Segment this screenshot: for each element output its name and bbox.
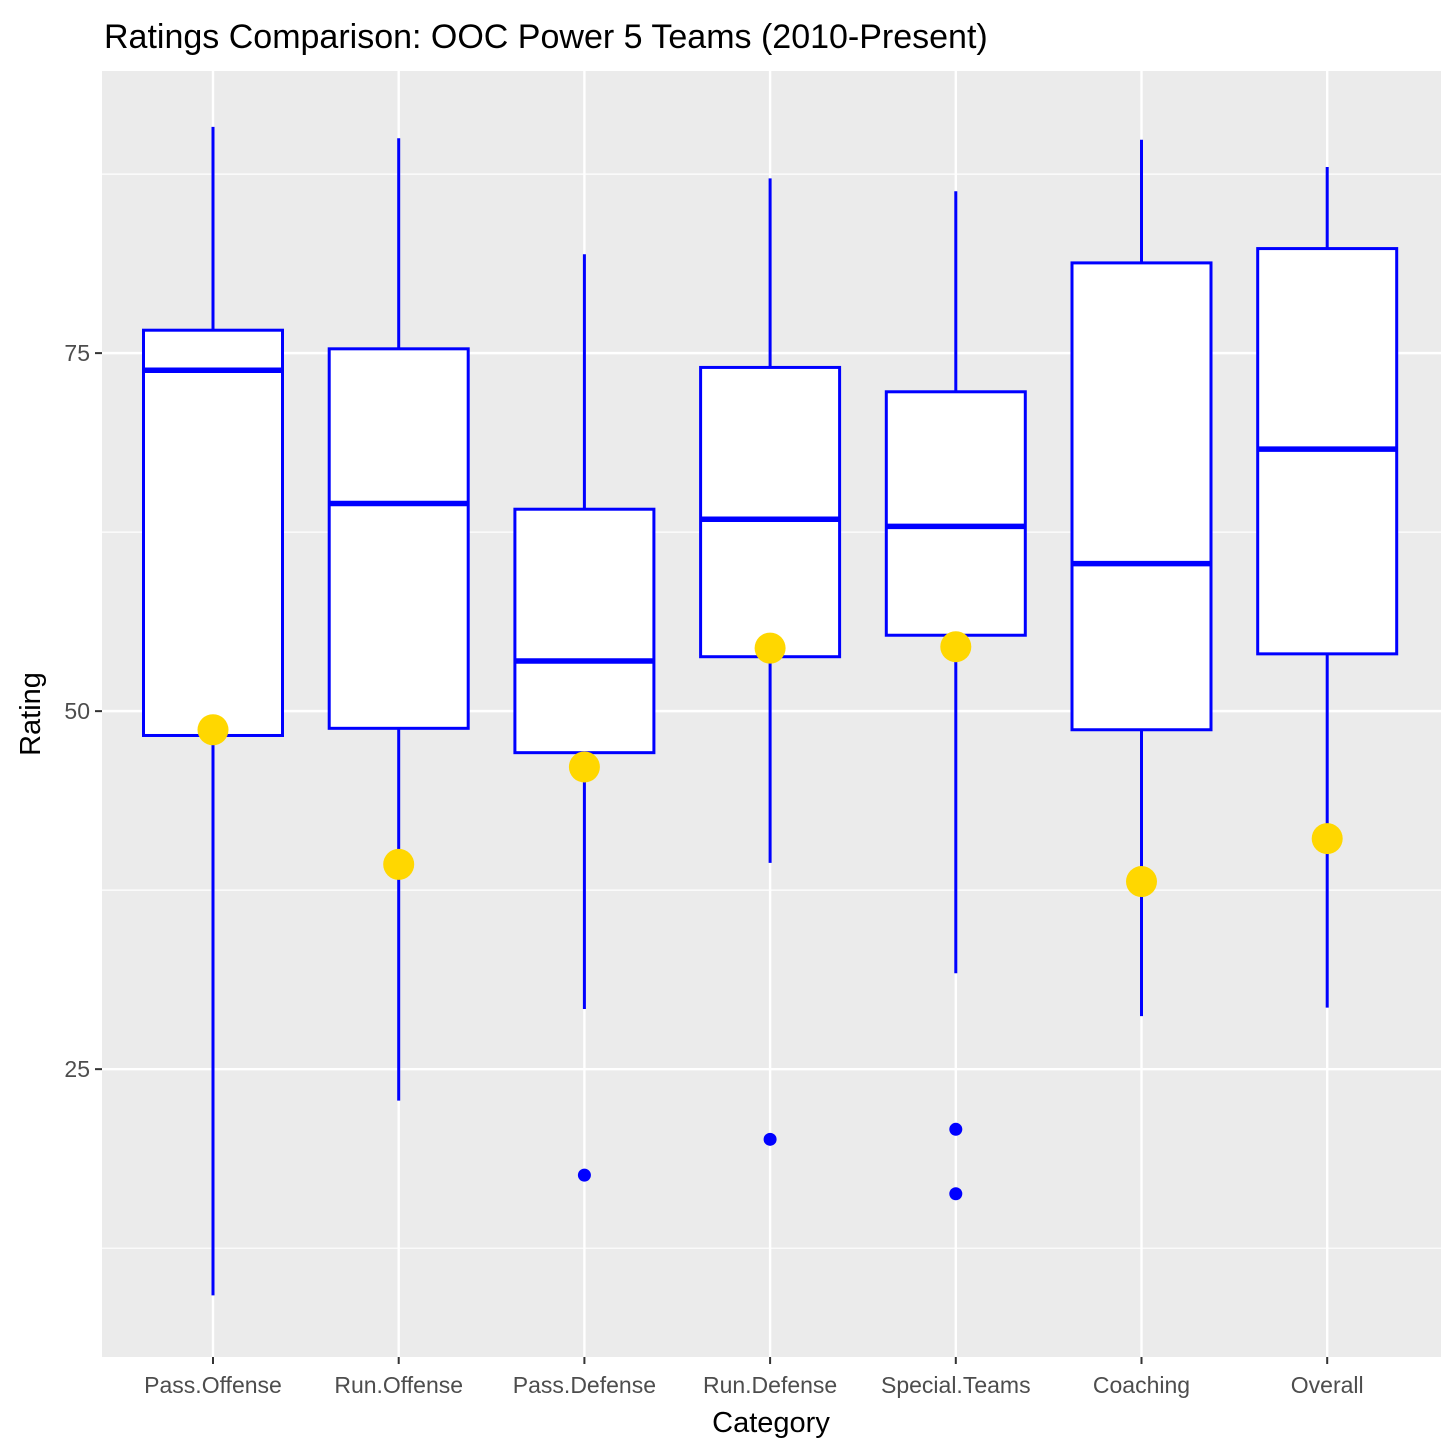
x-tick-label: Coaching xyxy=(1093,1372,1190,1398)
boxplot-coaching xyxy=(1070,139,1213,1017)
highlight-point xyxy=(1311,823,1343,855)
x-tick-label: Special.Teams xyxy=(881,1372,1031,1398)
highlight-point xyxy=(568,751,600,783)
x-axis-title: Category xyxy=(712,1407,830,1439)
x-tick-label: Pass.Offense xyxy=(144,1372,282,1398)
x-axis: Pass.Offense Run.Offense Pass.Defense Run.D… xyxy=(144,1357,1364,1398)
x-tick-label: Run.Offense xyxy=(334,1372,463,1398)
outlier-point xyxy=(577,1168,591,1182)
outlier-point xyxy=(949,1187,963,1201)
y-tick-label: 50 xyxy=(64,698,90,724)
x-tick-label: Run.Defense xyxy=(703,1372,837,1398)
box xyxy=(1070,261,1213,732)
y-axis-title: Rating xyxy=(15,672,47,756)
boxplot-run-offense xyxy=(327,138,470,1101)
highlight-point xyxy=(754,632,786,664)
box xyxy=(884,390,1027,637)
x-tick-label: Overall xyxy=(1291,1372,1364,1398)
box xyxy=(327,347,470,730)
box xyxy=(699,365,842,659)
y-axis: 25 50 75 xyxy=(64,340,102,1082)
y-tick-label: 75 xyxy=(64,340,90,366)
highlight-point xyxy=(940,631,972,663)
boxplot-overall xyxy=(1256,166,1399,1008)
boxplot-run-defense xyxy=(699,178,842,863)
box xyxy=(142,328,284,737)
highlight-point xyxy=(383,848,415,880)
outliers xyxy=(577,1122,963,1201)
y-tick-label: 25 xyxy=(64,1056,90,1082)
highlight-points xyxy=(197,631,1343,898)
highlight-point xyxy=(1126,866,1157,898)
outlier-point xyxy=(949,1122,963,1136)
chart-title: Ratings Comparison: OOC Power 5 Teams (2… xyxy=(104,18,988,56)
boxplot-special-teams xyxy=(884,191,1027,974)
x-tick-label: Pass.Defense xyxy=(513,1372,656,1398)
boxplots xyxy=(142,126,1399,1296)
outlier-point xyxy=(763,1132,777,1146)
highlight-point xyxy=(197,714,229,746)
box xyxy=(513,507,656,755)
